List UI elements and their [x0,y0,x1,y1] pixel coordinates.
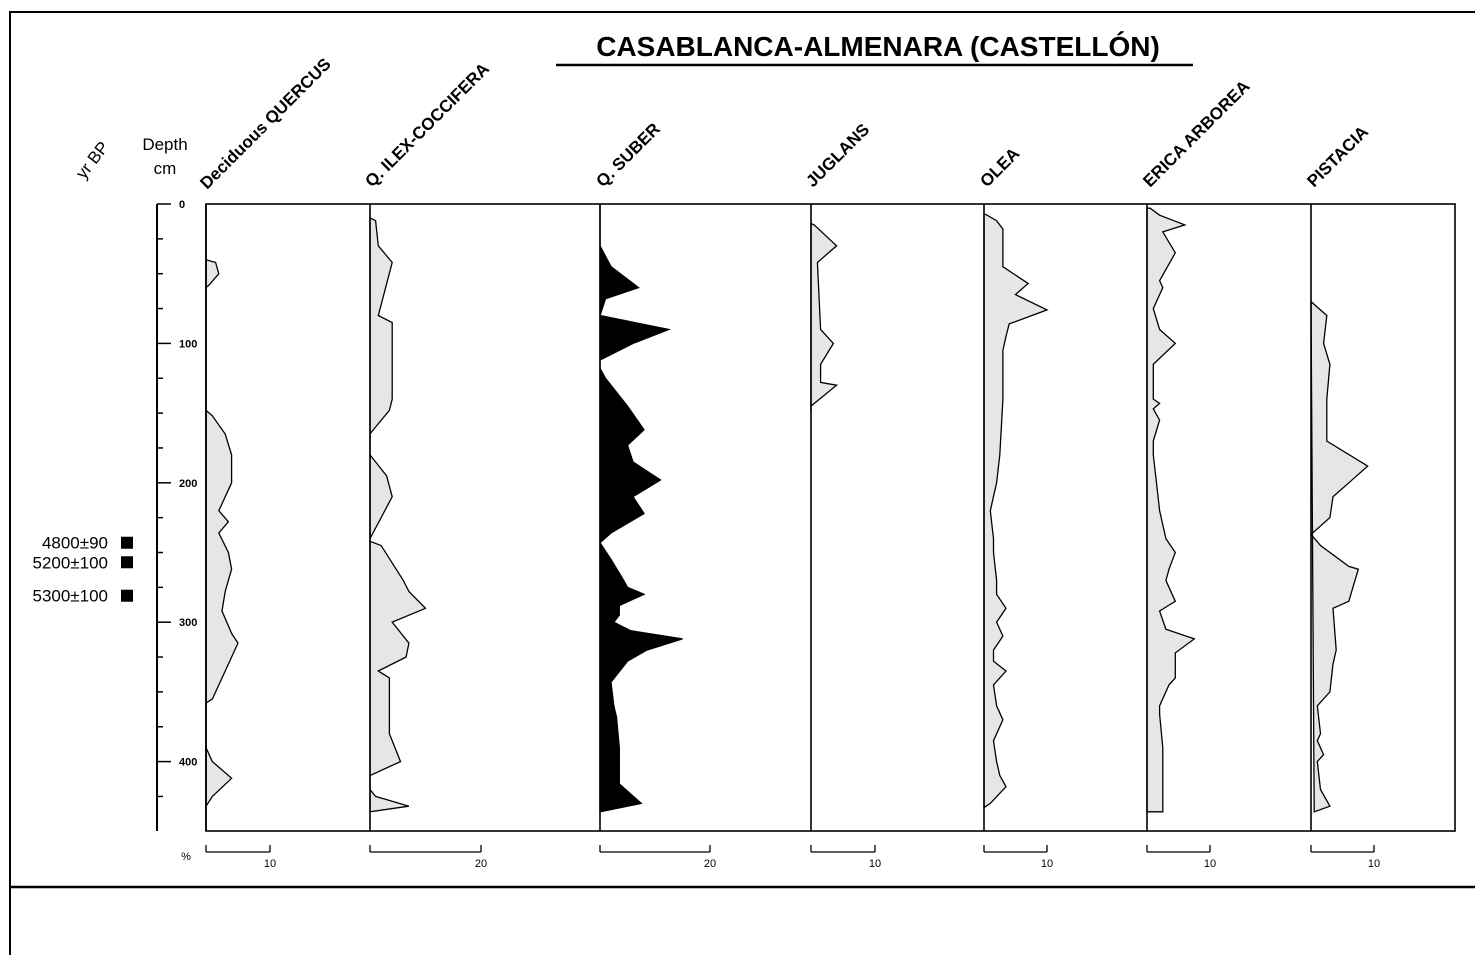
curve-3 [810,222,839,414]
scale-label: 20 [704,858,716,870]
date-label: 5200±100 [32,553,108,572]
percent-scales: 10 20 20 10 10 10 10 [205,845,1380,870]
column-label: OLEA [976,144,1023,191]
column-labels: Deciduous QUERCUS Q. ILEX-COCCIFERA Q. SUB… [196,54,1372,192]
depth-tick-label: 400 [179,757,197,769]
date-marker [121,556,133,569]
column-label: ERICA ARBOREA [1139,77,1253,191]
depth-tick-label: 300 [179,617,197,629]
scale-label: 20 [475,858,487,870]
scale-label: 10 [1204,858,1216,870]
percent-unit-label: % [181,851,191,863]
curve-1 [369,216,427,813]
curve-5 [1146,207,1196,813]
chart-title: CASABLANCA-ALMENARA (CASTELLÓN) [596,31,1160,62]
column-frames [205,203,1456,832]
depth-axis-unit: cm [154,159,177,178]
pollen-curves [205,204,1369,813]
column-label: Q. SUBER [592,119,664,191]
curve-4 [983,212,1049,809]
age-axis-label: yr BP [72,138,113,182]
curve-0 [205,258,239,809]
column-label: JUGLANS [802,120,873,191]
depth-tick-label: 100 [179,338,197,350]
date-label: 4800±90 [42,534,108,553]
scale-label: 10 [1041,858,1053,870]
scale-label: 10 [264,858,276,870]
depth-axis-label: Depth [142,135,187,154]
curve-6 [1310,300,1369,813]
column-label: PISTACIA [1303,122,1372,191]
panel-frame [205,203,1456,832]
scale-label: 10 [1368,858,1380,870]
outer-frame [9,11,1475,960]
date-marker [121,589,133,602]
date-label: 5300±100 [32,587,108,606]
date-marker [121,536,133,549]
curve-2 [599,204,683,813]
depth-tick-label: 200 [179,478,197,490]
column-label: Deciduous QUERCUS [196,54,334,192]
scale-label: 10 [869,858,881,870]
depth-tick-label: 0 [179,199,185,211]
column-label: Q. ILEX-COCCIFERA [361,59,493,191]
depth-axis: 0 100 200 300 400 [156,199,197,831]
